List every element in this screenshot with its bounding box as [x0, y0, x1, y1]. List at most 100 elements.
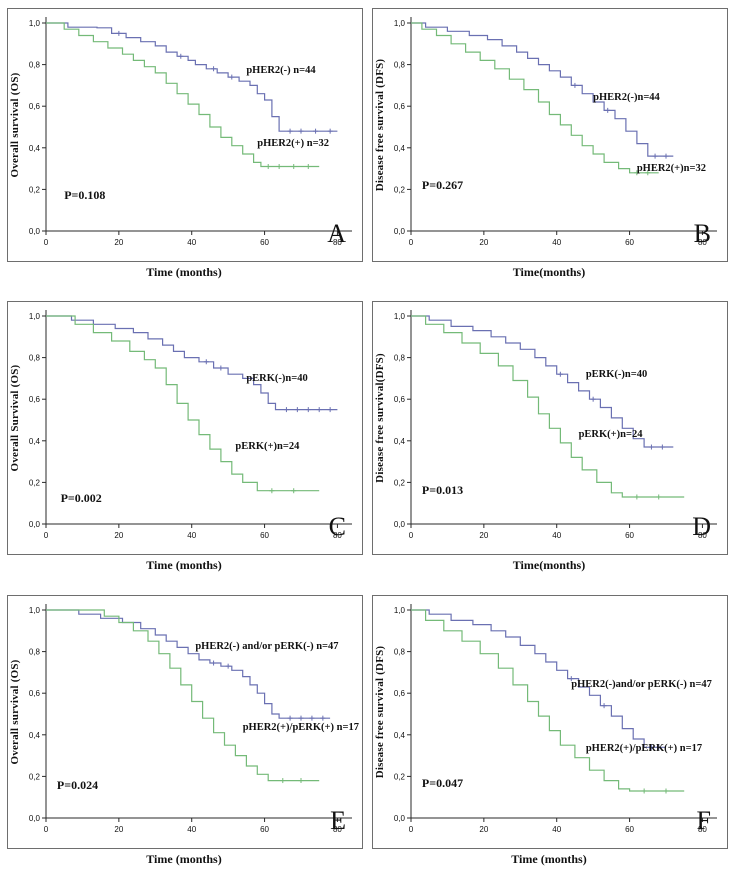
chart-frame: 0,0 0,2 0,4 0,6 0,8 1,0 0 20 40 60 80 Disease free… [372, 8, 728, 262]
panel-letter: A [327, 219, 346, 248]
svg-text:40: 40 [552, 531, 561, 540]
svg-text:0,0: 0,0 [394, 520, 406, 529]
svg-text:40: 40 [187, 531, 196, 540]
series-label-green: pHER2(+)/pERK(+) n=17 [242, 722, 359, 734]
svg-text:0,2: 0,2 [394, 479, 406, 488]
svg-text:60: 60 [260, 238, 269, 247]
chart-frame: 0,0 0,2 0,4 0,6 0,8 1,0 0 20 40 60 80 Overall Surv… [7, 301, 363, 556]
y-axis-label: Overall Survival (OS) [9, 364, 21, 472]
svg-text:0,8: 0,8 [29, 354, 41, 363]
p-value-label: P=0.267 [421, 178, 464, 193]
x-axis-label: Time (months) [511, 851, 587, 866]
svg-text:1,0: 1,0 [29, 606, 41, 615]
svg-text:0,6: 0,6 [29, 689, 41, 698]
series-label-green: pHER2(+)/pERK(+) n=17 [585, 743, 703, 755]
svg-text:60: 60 [625, 238, 634, 247]
svg-text:60: 60 [625, 531, 634, 540]
svg-text:1,0: 1,0 [394, 19, 406, 28]
svg-text:60: 60 [260, 825, 269, 834]
svg-text:80: 80 [698, 825, 707, 834]
panel-letter: F [696, 805, 711, 835]
km-panel-b: 0,0 0,2 0,4 0,6 0,8 1,0 0 20 40 60 80 Disease free… [372, 8, 728, 285]
svg-text:80: 80 [333, 825, 342, 834]
svg-text:0,4: 0,4 [29, 437, 41, 446]
svg-text:0,4: 0,4 [29, 730, 41, 739]
svg-text:0,4: 0,4 [394, 144, 406, 153]
series-label-blue: pHER2(-) and/or pERK(-) n=47 [195, 641, 339, 653]
km-plot-svg: 0,0 0,2 0,4 0,6 0,8 1,0 0 20 40 60 80 [29, 603, 352, 834]
p-value-label: P=0.002 [60, 491, 102, 506]
svg-text:0,8: 0,8 [29, 61, 41, 70]
y-axis-label: Overall survival (OS) [9, 72, 21, 178]
svg-text:0,2: 0,2 [29, 479, 41, 488]
km-panel-e: 0,0 0,2 0,4 0,6 0,8 1,0 0 20 40 60 80 Overall surv… [7, 594, 363, 872]
svg-text:20: 20 [114, 531, 123, 540]
svg-text:0: 0 [409, 238, 414, 247]
km-panel-d: 0,0 0,2 0,4 0,6 0,8 1,0 0 20 40 60 80 Disease free… [372, 301, 728, 578]
svg-text:40: 40 [187, 238, 196, 247]
svg-text:0,6: 0,6 [394, 102, 406, 111]
series-label-blue: pHER2(-) n=44 [246, 64, 316, 76]
km-plot-svg: 0,0 0,2 0,4 0,6 0,8 1,0 0 20 40 60 80 [394, 310, 717, 540]
svg-text:0: 0 [409, 825, 414, 834]
km-panel-a: 0,0 0,2 0,4 0,6 0,8 1,0 0 20 40 60 80 Overall surv… [7, 8, 363, 285]
y-axis-label: Overall survival (OS) [9, 659, 21, 765]
p-value-label: P=0.013 [421, 483, 464, 497]
svg-text:0: 0 [44, 238, 49, 247]
x-axis-label: Time(months) [512, 265, 586, 279]
svg-text:20: 20 [479, 238, 488, 247]
svg-text:0: 0 [409, 531, 414, 540]
panel-letter: D [692, 512, 711, 542]
svg-text:1,0: 1,0 [394, 606, 406, 615]
svg-text:80: 80 [698, 238, 707, 247]
chart-frame: 0,0 0,2 0,4 0,6 0,8 1,0 0 20 40 60 80 Disease free… [372, 301, 728, 556]
svg-text:0,4: 0,4 [394, 437, 406, 446]
svg-text:0,4: 0,4 [29, 144, 41, 153]
km-plot-svg: 0,0 0,2 0,4 0,6 0,8 1,0 0 20 40 60 80 [394, 17, 717, 247]
x-axis-label: Time (months) [146, 265, 222, 279]
x-axis-label: Time(months) [512, 558, 586, 573]
p-value-label: P=0.024 [56, 778, 99, 793]
series-label-blue: pHER2(-)n=44 [593, 91, 660, 103]
svg-text:0,2: 0,2 [29, 185, 41, 194]
svg-text:0,8: 0,8 [394, 647, 406, 656]
series-label-blue: pERK(-)n=40 [585, 368, 648, 380]
svg-text:20: 20 [479, 531, 488, 540]
svg-text:0,6: 0,6 [394, 396, 406, 405]
svg-text:0,0: 0,0 [394, 227, 406, 236]
svg-text:40: 40 [187, 825, 196, 834]
svg-text:0,2: 0,2 [394, 772, 406, 781]
km-plot-svg: 0,0 0,2 0,4 0,6 0,8 1,0 0 20 40 60 80 [394, 603, 717, 834]
svg-text:20: 20 [114, 825, 123, 834]
km-plot-svg: 0,0 0,2 0,4 0,6 0,8 1,0 0 20 40 60 80 [29, 310, 352, 540]
p-value-label: P=0.047 [421, 776, 464, 791]
svg-text:60: 60 [625, 825, 634, 834]
svg-text:60: 60 [260, 531, 269, 540]
y-axis-label: Disease free survival (DFS) [374, 645, 386, 778]
chart-frame: 0,0 0,2 0,4 0,6 0,8 1,0 0 20 40 60 80 Overall surv… [7, 594, 363, 849]
svg-text:0,4: 0,4 [394, 730, 406, 739]
km-plot-svg: 0,0 0,2 0,4 0,6 0,8 1,0 0 20 40 60 80 [29, 17, 352, 247]
svg-text:40: 40 [552, 825, 561, 834]
chart-frame: 0,0 0,2 0,4 0,6 0,8 1,0 0 20 40 60 80 Overall surv… [7, 8, 363, 262]
svg-text:0: 0 [44, 531, 49, 540]
series-label-blue: pHER2(-)and/or pERK(-) n=47 [571, 678, 712, 690]
svg-text:0,0: 0,0 [29, 227, 41, 236]
panel-letter: B [693, 219, 711, 248]
svg-text:0,0: 0,0 [29, 814, 41, 823]
svg-text:0,2: 0,2 [394, 185, 406, 194]
panel-letter: C [328, 512, 346, 542]
svg-text:0,8: 0,8 [394, 61, 406, 70]
svg-text:1,0: 1,0 [29, 312, 41, 321]
y-axis-label: Disease free survival (DFS) [374, 58, 386, 192]
svg-text:1,0: 1,0 [29, 19, 41, 28]
svg-text:0,8: 0,8 [394, 354, 406, 363]
series-label-green: pERK(+)n=24 [578, 428, 643, 440]
svg-text:0,8: 0,8 [29, 647, 41, 656]
svg-text:1,0: 1,0 [394, 312, 406, 321]
svg-text:0,6: 0,6 [394, 689, 406, 698]
svg-text:0,0: 0,0 [394, 814, 406, 823]
series-label-green: pHER2(+)n=32 [636, 162, 706, 174]
svg-text:20: 20 [114, 238, 123, 247]
